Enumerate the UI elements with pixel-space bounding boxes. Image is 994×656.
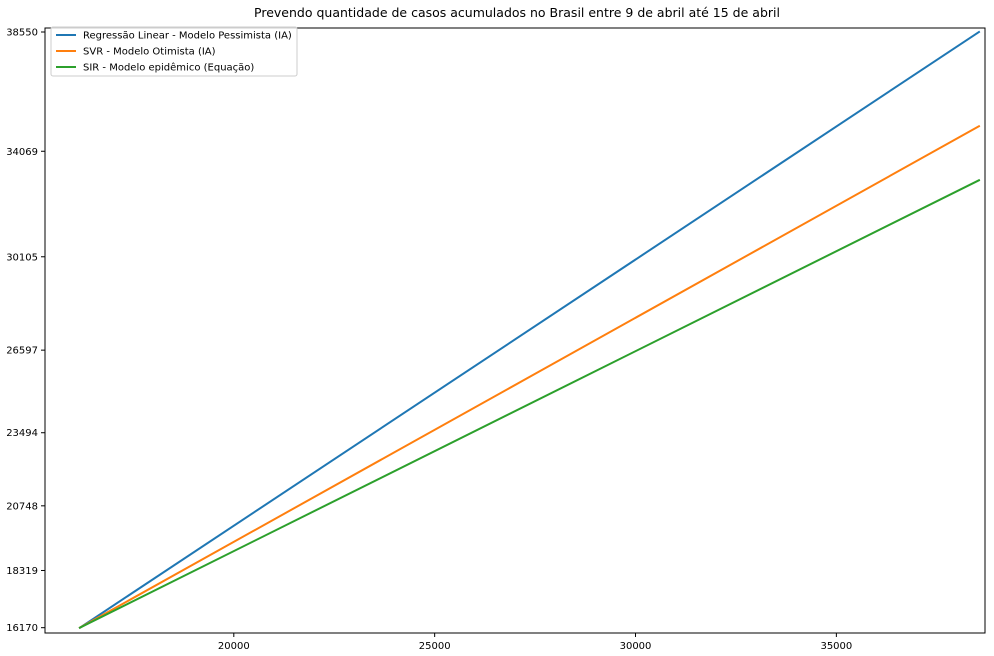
series-line-3 <box>78 178 981 630</box>
legend: Regressão Linear - Modelo Pessimista (IA… <box>50 26 298 77</box>
series-layer <box>78 30 981 630</box>
y-tick-label: 30105 <box>6 252 38 263</box>
y-tick-label: 23494 <box>6 428 38 439</box>
series-line-2 <box>78 124 981 630</box>
y-tick-label: 16170 <box>6 623 38 634</box>
series-line-1 <box>78 30 981 630</box>
y-tick-label: 26597 <box>6 346 38 357</box>
y-tick-label: 34069 <box>6 147 38 158</box>
x-tick-label: 30000 <box>620 641 652 652</box>
x-tick-label: 35000 <box>820 641 852 652</box>
legend-label-3: SIR - Modelo epidêmico (Equação) <box>83 62 254 74</box>
y-tick-label: 20748 <box>6 501 38 512</box>
y-tick-label: 18319 <box>6 566 38 577</box>
chart-title: Prevendo quantidade de casos acumulados … <box>254 5 780 20</box>
legend-label-1: Regressão Linear - Modelo Pessimista (IA… <box>83 31 292 42</box>
plot-frame <box>44 27 986 634</box>
y-axis: 16170 18319 20748 23494 26597 30105 34069 38550 <box>6 27 45 634</box>
legend-label-2: SVR - Modelo Otimista (IA) <box>83 47 216 58</box>
legend-box <box>50 26 298 77</box>
x-tick-label: 25000 <box>419 641 451 652</box>
x-axis: 20000 25000 30000 35000 <box>218 633 852 652</box>
x-tick-label: 20000 <box>218 641 250 652</box>
y-tick-label: 38550 <box>6 27 38 38</box>
